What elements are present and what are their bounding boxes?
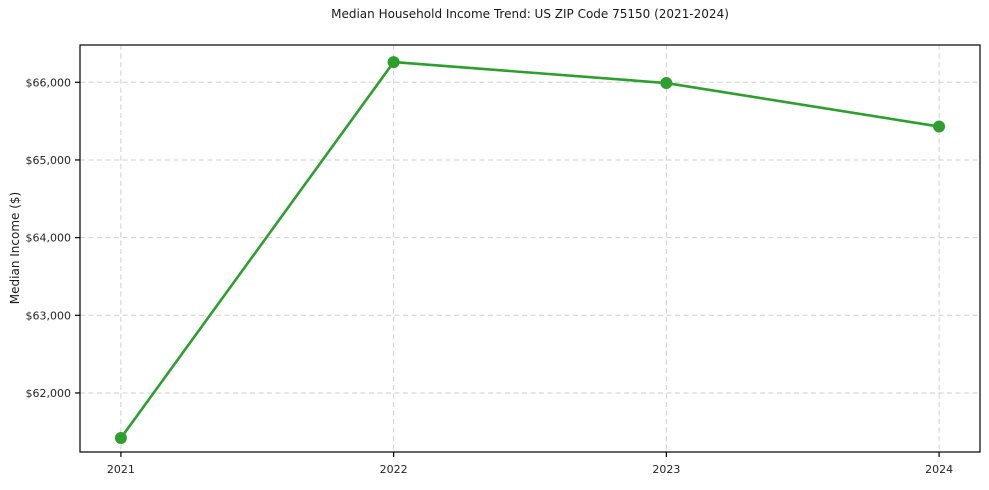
x-tick-label: 2021 <box>107 463 135 476</box>
trend-line <box>119 60 941 440</box>
y-tick-label: $63,000 <box>26 309 72 322</box>
y-axis-label: Median Income ($) <box>8 191 22 305</box>
data-point <box>660 77 673 90</box>
y-tick-label: $66,000 <box>26 76 72 89</box>
y-tick-label: $64,000 <box>26 232 72 245</box>
data-point <box>114 432 127 445</box>
chart-title: Median Household Income Trend: US ZIP Co… <box>331 7 729 21</box>
x-tick-label: 2023 <box>652 463 680 476</box>
x-tick-label: 2024 <box>925 463 953 476</box>
y-tick-label: $62,000 <box>26 387 72 400</box>
x-tick-label: 2022 <box>380 463 408 476</box>
data-point <box>933 120 946 133</box>
plot-border <box>79 44 981 453</box>
y-tick-label: $65,000 <box>26 154 72 167</box>
data-point <box>387 56 400 69</box>
